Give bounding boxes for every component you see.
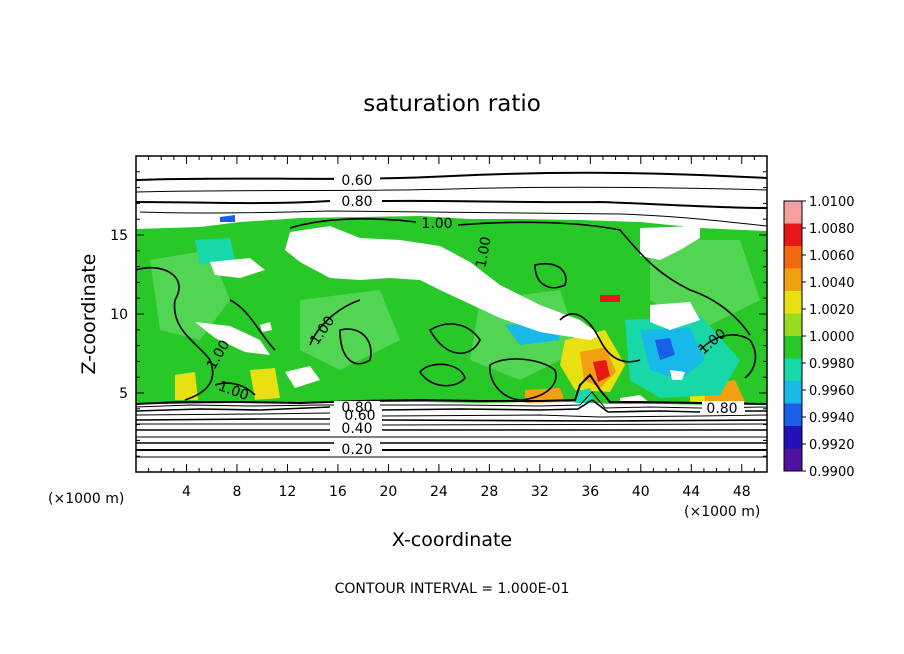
contour-label: 0.40 bbox=[341, 421, 372, 437]
colorbar-label: 1.0040 bbox=[809, 276, 855, 291]
contour-line bbox=[534, 263, 567, 289]
colorbar-swatch bbox=[784, 448, 802, 472]
colorbar-label: 1.0080 bbox=[809, 222, 855, 237]
x-tick-label: 44 bbox=[682, 484, 700, 500]
colorbar-swatch bbox=[784, 336, 802, 359]
x-tick-label: 32 bbox=[531, 484, 549, 500]
x-tick-label: 16 bbox=[329, 484, 347, 500]
colorbar-label: 1.0100 bbox=[809, 195, 855, 210]
colorbar-label: 1.0020 bbox=[809, 303, 855, 318]
contour-label: 1.00 bbox=[473, 236, 494, 269]
contour-line bbox=[489, 358, 557, 401]
y-tick-label: 5 bbox=[119, 386, 128, 402]
colorbar-label: 0.9920 bbox=[809, 438, 855, 453]
y-axis-label: Z-coordinate bbox=[78, 254, 100, 375]
chart-title: saturation ratio bbox=[363, 91, 541, 117]
x-tick-label: 20 bbox=[379, 484, 397, 500]
colorbar-label: 0.9980 bbox=[809, 357, 855, 372]
colorbar-swatch bbox=[784, 291, 802, 314]
colorbar-swatch bbox=[784, 313, 802, 337]
colorbar: 1.0100 1.0080 1.0060 1.0040 1.0020 1.0000 0.99… bbox=[783, 195, 855, 480]
contour-line bbox=[289, 218, 751, 336]
saturation-field bbox=[136, 215, 767, 405]
contour-line bbox=[135, 418, 768, 422]
x-tick-label: 28 bbox=[480, 484, 498, 500]
contour-lines bbox=[135, 171, 768, 458]
contour-line bbox=[339, 328, 372, 365]
contour-label: 0.80 bbox=[341, 194, 372, 210]
field-gap bbox=[670, 370, 685, 380]
x-tick-label: 40 bbox=[632, 484, 650, 500]
field-patch bbox=[655, 338, 675, 360]
x-tick-label: 36 bbox=[581, 484, 599, 500]
contour-label: 0.80 bbox=[706, 401, 737, 417]
contour-line bbox=[135, 266, 214, 401]
field-patch bbox=[593, 360, 610, 382]
y-tick-label: 15 bbox=[110, 228, 128, 244]
field-patch bbox=[600, 295, 620, 302]
contour-label: 1.00 bbox=[421, 216, 452, 232]
colorbar-label: 0.9940 bbox=[809, 411, 855, 426]
x-tick-label: 8 bbox=[232, 484, 241, 500]
contour-line bbox=[559, 313, 641, 363]
field-gap bbox=[195, 322, 270, 355]
contour-label: 0.80 bbox=[341, 400, 372, 416]
colorbar-swatch bbox=[784, 403, 802, 427]
colorbar-label: 0.9960 bbox=[809, 384, 855, 399]
colorbar-swatch bbox=[784, 426, 802, 449]
plot-area: 0.60 0.80 1.00 1.00 1.00 1.00 1.00 1.00 … bbox=[135, 155, 768, 473]
colorbar-swatch bbox=[784, 381, 802, 404]
colorbar-swatch bbox=[784, 223, 802, 247]
contour-line bbox=[139, 210, 768, 227]
contour-line bbox=[135, 412, 768, 418]
colorbar-label: 1.0000 bbox=[809, 330, 855, 345]
y-tick-label: 10 bbox=[110, 307, 128, 323]
x-tick-label: 24 bbox=[430, 484, 448, 500]
contour-line bbox=[699, 334, 757, 379]
x-tick-label: 12 bbox=[279, 484, 297, 500]
contour-line bbox=[135, 186, 768, 193]
x-axis: 4 8 12 16 20 24 28 32 36 40 44 48 bbox=[148, 156, 755, 500]
contour-label: 0.20 bbox=[341, 442, 372, 458]
contour-line bbox=[229, 299, 361, 351]
contour-label: 0.60 bbox=[344, 408, 375, 424]
contour-line bbox=[428, 323, 481, 355]
field-patch bbox=[220, 215, 235, 222]
field-gap bbox=[285, 366, 320, 388]
contour-line bbox=[136, 423, 768, 426]
colorbar-swatch bbox=[784, 268, 802, 292]
field-gap bbox=[650, 302, 700, 330]
x-unit-left: (×1000 m) bbox=[48, 491, 124, 507]
field-patch bbox=[575, 388, 595, 403]
field-patch bbox=[175, 372, 198, 400]
contour-line bbox=[419, 363, 466, 387]
contour-line bbox=[135, 399, 767, 413]
x-axis-label: X-coordinate bbox=[392, 529, 512, 551]
x-tick-label: 48 bbox=[733, 484, 751, 500]
field-gap bbox=[210, 258, 265, 278]
x-tick-label: 4 bbox=[182, 484, 191, 500]
colorbar-swatch bbox=[784, 358, 802, 382]
field-patch bbox=[525, 388, 565, 403]
field-gap bbox=[260, 322, 272, 332]
contour-interval-note: CONTOUR INTERVAL = 1.000E-01 bbox=[335, 581, 570, 597]
contour-line bbox=[214, 382, 256, 396]
colorbar-label: 1.0060 bbox=[809, 249, 855, 264]
x-unit-right: (×1000 m) bbox=[684, 504, 760, 520]
contour-line bbox=[135, 171, 768, 181]
y-axis: 5 10 15 bbox=[110, 171, 767, 457]
colorbar-swatch bbox=[784, 246, 802, 269]
contour-line bbox=[135, 391, 768, 409]
field-patch bbox=[250, 368, 280, 400]
field-patch bbox=[195, 238, 235, 265]
field-gap bbox=[285, 226, 600, 340]
contour-line bbox=[135, 199, 768, 209]
colorbar-swatch bbox=[784, 201, 802, 224]
colorbar-label: 0.9900 bbox=[809, 465, 855, 480]
field-gap bbox=[640, 226, 700, 260]
field-patch bbox=[300, 290, 400, 370]
contour-line bbox=[135, 373, 768, 405]
contour-label: 0.60 bbox=[341, 173, 372, 189]
